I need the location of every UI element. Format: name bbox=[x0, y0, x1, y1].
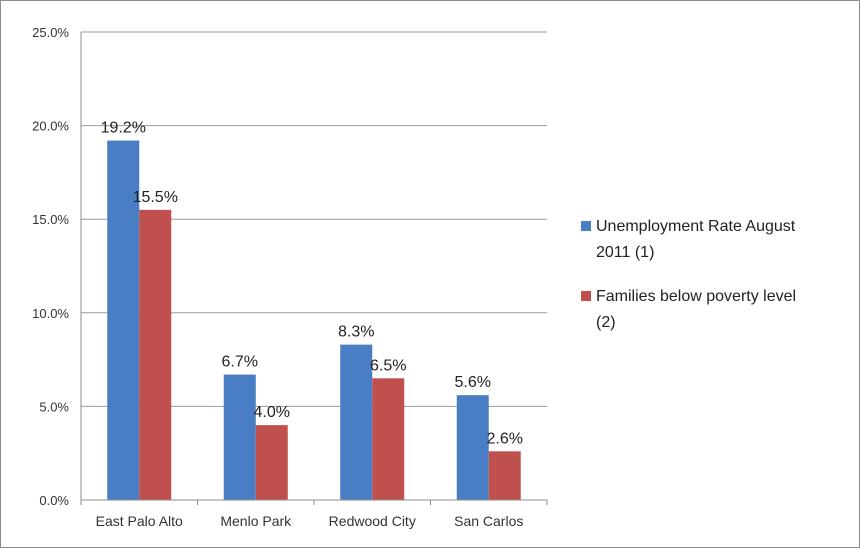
bar bbox=[488, 451, 521, 500]
y-tick-label: 15.0% bbox=[32, 212, 69, 227]
y-tick-label: 5.0% bbox=[39, 399, 69, 414]
legend-swatch bbox=[581, 221, 591, 231]
x-category-label: Redwood City bbox=[329, 513, 416, 529]
data-labels: 19.2% 15.5% 6.7% 4.0% 8.3% 6.5% 5.6% 2.6% bbox=[101, 120, 523, 448]
legend-label: Families below poverty level bbox=[596, 288, 796, 305]
bar bbox=[255, 425, 288, 500]
data-label: 4.0% bbox=[254, 404, 290, 421]
legend-label: 2011 (1) bbox=[596, 244, 654, 261]
bar bbox=[139, 209, 172, 500]
legend-swatch bbox=[581, 291, 591, 301]
y-tick-label: 20.0% bbox=[32, 119, 69, 134]
axes: 0.0% 5.0% 10.0% 15.0% 20.0% 25.0% East Palo Al… bbox=[32, 25, 548, 529]
legend: Unemployment Rate August 2011 (1) Families… bbox=[581, 218, 796, 331]
data-label: 6.7% bbox=[222, 354, 258, 371]
x-category-label: Menlo Park bbox=[220, 513, 292, 529]
bar bbox=[223, 374, 256, 500]
data-label: 8.3% bbox=[338, 324, 374, 341]
bar bbox=[456, 395, 489, 500]
data-label: 6.5% bbox=[370, 357, 406, 374]
x-category-label: East Palo Alto bbox=[96, 513, 183, 529]
bar bbox=[107, 140, 140, 501]
bar bbox=[372, 378, 405, 500]
bars bbox=[107, 140, 521, 501]
y-tick-label: 25.0% bbox=[32, 25, 69, 40]
legend-label: (2) bbox=[596, 314, 616, 331]
y-tick-label: 0.0% bbox=[39, 493, 69, 508]
bar bbox=[340, 344, 373, 500]
x-category-label: San Carlos bbox=[454, 513, 523, 529]
y-tick-label: 10.0% bbox=[32, 306, 69, 321]
data-label: 5.6% bbox=[455, 374, 491, 391]
legend-label: Unemployment Rate August bbox=[596, 218, 796, 235]
data-label: 2.6% bbox=[487, 430, 523, 447]
data-label: 19.2% bbox=[101, 120, 146, 137]
data-label: 15.5% bbox=[133, 189, 178, 206]
